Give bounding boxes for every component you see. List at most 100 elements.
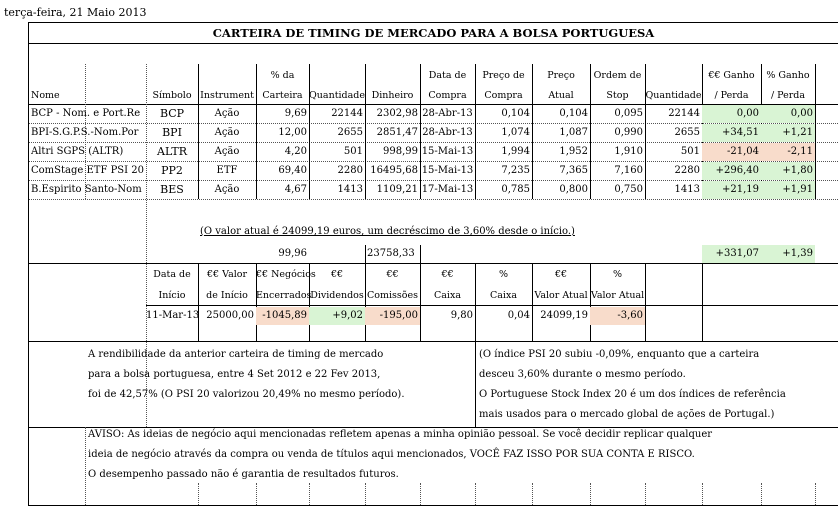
cell-pct: 4,67 <box>284 184 307 195</box>
header-dinheiro: Dinheiro <box>371 90 414 101</box>
cell-qtd: 22144 <box>331 108 363 119</box>
previous-performance-text: A rendibilidade da anterior carteira de … <box>88 345 405 405</box>
cell-patual: 0,800 <box>559 184 588 195</box>
sum-header-comissoes-1: €€ <box>386 269 399 280</box>
header-nome: Nome <box>31 90 60 101</box>
cell-instr: Ação <box>214 108 240 119</box>
cell-stop: 0,095 <box>614 108 643 119</box>
cell-ganho: -21,04 <box>702 143 761 161</box>
sum-header-caixa-pct-1: % <box>498 269 509 280</box>
header-quantidade: Quantidade <box>309 90 365 101</box>
cell-qtd2: 22144 <box>668 108 700 119</box>
cell-nome: Altri SGPS (ALTR) <box>31 146 124 157</box>
cell-nome: B.Espirito Santo-Nom <box>31 184 142 195</box>
para-left-line: foi de 42,57% (O PSI 20 valorizou 20,49%… <box>88 389 405 400</box>
sum-header-caixa-pct-2: Caixa <box>490 290 517 301</box>
header-ganho-pct-2: / Perda <box>770 90 806 101</box>
header-quantidade-2: Quantidade <box>645 90 702 101</box>
header-pct-carteira-2: Carteira <box>262 90 303 101</box>
para-right-line: O Portuguese Stock Index 20 é um dos índ… <box>479 389 786 400</box>
total-dinheiro: 23758,33 <box>367 248 415 259</box>
para-right-line: (O índice PSI 20 subiu -0,09%, enquanto … <box>479 349 760 360</box>
cell-instr: ETF <box>216 165 238 176</box>
cell-nome: BCP - Nom. e Port.Re <box>31 108 141 119</box>
disclaimer-text: AVISO: As ideias de negócio aqui mencion… <box>88 425 712 485</box>
para-right-line: desceu 3,60% durante o mesmo período. <box>479 369 686 380</box>
cell-qtd: 1413 <box>337 184 363 195</box>
sum-header-comissoes-2: Comissões <box>366 290 418 301</box>
cell-ganho-pct: +1,91 <box>761 181 815 199</box>
cell-stop: 1,910 <box>614 146 643 157</box>
sum-header-valor-atual-pct-2: Valor Atual <box>590 290 645 301</box>
sum-header-dividendos-1: €€ <box>330 269 344 280</box>
cell-patual: 7,365 <box>559 165 588 176</box>
header-ganho-eur-1: €€ Ganho <box>708 70 755 81</box>
index-comparison-text: (O índice PSI 20 subiu -0,09%, enquanto … <box>479 345 786 425</box>
sum-caixa-pct: 0,04 <box>507 310 530 321</box>
cell-data: 17-Mai-13 <box>421 184 474 195</box>
sum-header-caixa-2: Caixa <box>434 290 461 301</box>
cell-dinheiro: 2851,47 <box>376 127 418 138</box>
header-pct-carteira-1: % da <box>270 70 295 81</box>
cell-qtd2: 501 <box>680 146 700 157</box>
cell-pcompra: 0,104 <box>501 108 530 119</box>
header-ganho-eur-2: / Perda <box>714 90 749 101</box>
header-preco-atual-1: Preço <box>547 70 575 81</box>
cell-patual: 1,087 <box>559 127 588 138</box>
sheet-title: CARTEIRA DE TIMING DE MERCADO PARA A BOL… <box>212 26 655 40</box>
cell-simbolo: ALTR <box>157 145 187 158</box>
header-ganho-pct-1: % Ganho <box>766 70 810 81</box>
cell-ganho: +296,40 <box>702 162 761 180</box>
cell-qtd: 2655 <box>337 127 363 138</box>
sum-valor-atual: 24099,19 <box>540 310 588 321</box>
cell-patual: 0,104 <box>559 108 588 119</box>
para-left-line: A rendibilidade da anterior carteira de … <box>88 349 384 360</box>
para-left-line: para a bolsa portuguesa, entre 4 Set 201… <box>88 369 381 380</box>
cell-ganho: +21,19 <box>702 181 761 199</box>
cell-qtd2: 2280 <box>674 165 700 176</box>
header-preco-compra-2: Compra <box>484 90 523 101</box>
sum-header-dividendos-2: Dividendos <box>310 290 364 301</box>
sum-header-data-inicio-1: Data de <box>153 269 191 280</box>
cell-pct: 4,20 <box>284 146 307 157</box>
sum-dividendos: +9,02 <box>309 307 365 325</box>
cell-nome: BPI-S.G.P.S.-Nom.Por <box>31 127 139 138</box>
cell-patual: 1,952 <box>559 146 588 157</box>
sum-valor-atual-pct: -3,60 <box>590 307 645 325</box>
cell-instr: Ação <box>214 184 240 195</box>
cell-pct: 12,00 <box>278 127 307 138</box>
sum-header-negocios-2: Encerrados <box>256 290 312 301</box>
header-ordem-stop-2: Stop <box>606 90 629 101</box>
cell-ganho: +34,51 <box>702 124 761 142</box>
header-data-compra-2: Compra <box>428 90 467 101</box>
cell-dinheiro: 16495,68 <box>370 165 418 176</box>
header-preco-atual-2: Atual <box>548 90 574 101</box>
header-preco-compra-1: Preço de <box>482 70 525 81</box>
cell-stop: 0,750 <box>614 184 643 195</box>
cell-pct: 9,69 <box>284 108 307 119</box>
cell-data: 28-Abr-13 <box>422 108 473 119</box>
cell-ganho-pct: +1,21 <box>761 124 815 142</box>
cell-ganho-pct: 0,00 <box>761 105 815 123</box>
sum-header-caixa-1: €€ <box>441 269 454 280</box>
cell-qtd2: 1413 <box>674 184 700 195</box>
cell-qtd: 2280 <box>337 165 363 176</box>
cell-simbolo: BCP <box>159 107 185 120</box>
cell-instr: Ação <box>214 146 240 157</box>
sum-header-negocios-1: €€ Negócios <box>256 269 316 280</box>
cell-ganho: 0,00 <box>702 105 761 123</box>
header-simbolo: Símbolo <box>152 90 192 101</box>
cell-pcompra: 1,074 <box>501 127 530 138</box>
cell-ganho-pct: -2,11 <box>761 143 815 161</box>
cell-data: 28-Abr-13 <box>422 127 473 138</box>
cell-pcompra: 7,235 <box>501 165 530 176</box>
sum-comissoes: -195,00 <box>365 307 420 325</box>
sum-caixa: 9,80 <box>450 310 473 321</box>
cell-instr: Ação <box>214 127 240 138</box>
disclaimer-line: O desempenho passado não é garantia de r… <box>88 469 399 480</box>
total-pct-carteira: 99,96 <box>278 248 307 259</box>
sum-data-inicio: 11-Mar-13 <box>146 310 198 321</box>
cell-stop: 0,990 <box>614 127 643 138</box>
disclaimer-line: AVISO: As ideias de negócio aqui mencion… <box>88 429 713 440</box>
sum-header-data-inicio-2: Início <box>158 290 186 301</box>
